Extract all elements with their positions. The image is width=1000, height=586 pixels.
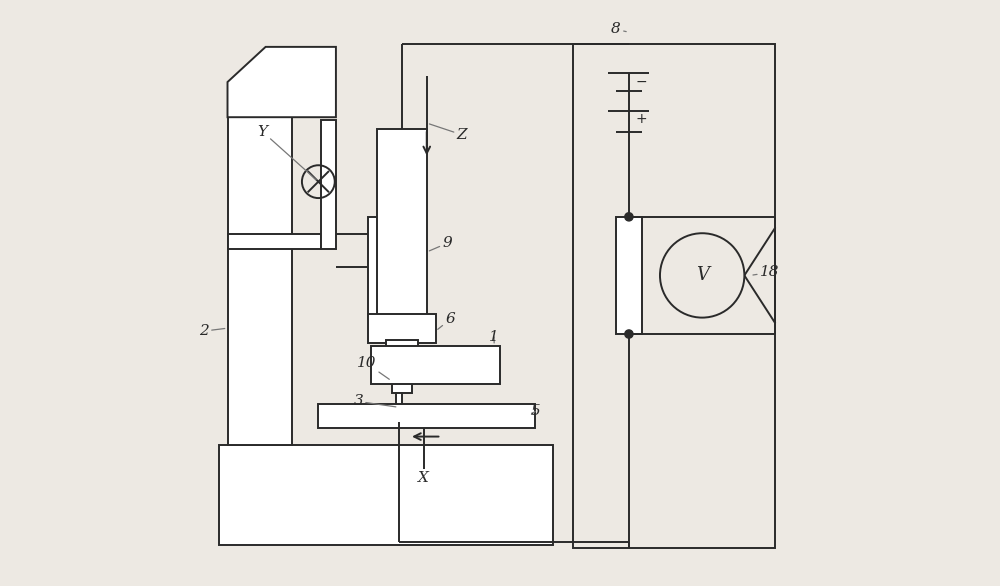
- Text: 18: 18: [753, 265, 779, 280]
- Text: 2: 2: [199, 324, 225, 338]
- Text: 1: 1: [489, 330, 499, 344]
- Text: Z: Z: [429, 124, 467, 142]
- Circle shape: [625, 330, 633, 338]
- Bar: [219, 445, 553, 545]
- Circle shape: [625, 213, 633, 221]
- Text: Y: Y: [258, 125, 316, 180]
- Text: 5: 5: [530, 404, 540, 418]
- Bar: [386, 340, 418, 369]
- Text: 3: 3: [353, 394, 396, 408]
- Text: X: X: [418, 471, 429, 485]
- Polygon shape: [228, 47, 336, 117]
- Bar: [377, 129, 427, 316]
- Text: V: V: [696, 267, 709, 284]
- Bar: [368, 314, 436, 343]
- Bar: [368, 217, 378, 319]
- Text: +: +: [636, 112, 648, 125]
- Bar: [228, 234, 321, 249]
- Text: 10: 10: [357, 356, 389, 379]
- Bar: [228, 117, 292, 445]
- Circle shape: [660, 233, 744, 318]
- Text: 8: 8: [611, 22, 626, 36]
- Bar: [616, 217, 642, 334]
- Bar: [573, 44, 775, 548]
- Text: 9: 9: [429, 236, 452, 251]
- Bar: [392, 369, 412, 393]
- Text: −: −: [636, 75, 648, 89]
- Bar: [318, 404, 535, 428]
- Bar: [371, 346, 500, 384]
- Bar: [321, 120, 336, 249]
- Bar: [396, 393, 402, 422]
- Text: 6: 6: [438, 312, 455, 329]
